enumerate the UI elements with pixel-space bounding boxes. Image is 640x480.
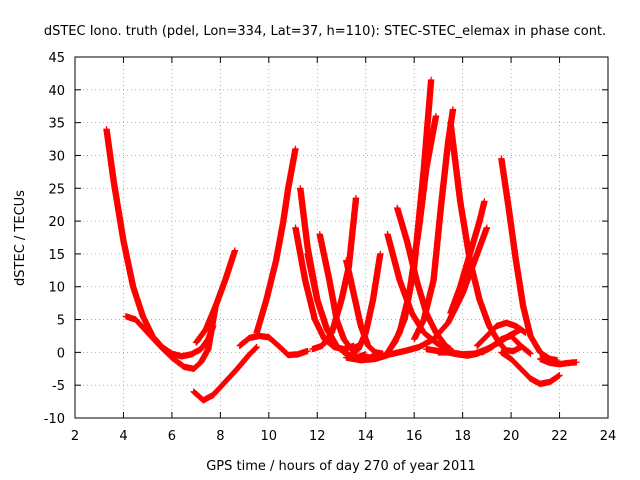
x-tick-label: 8 (216, 429, 224, 444)
y-tick-label: 25 (48, 182, 65, 197)
x-tick-label: 22 (551, 429, 568, 444)
x-tick-labels: 2 4 6 8 10 12 14 16 18 20 22 24 (71, 429, 616, 444)
y-tick-label: 20 (48, 215, 65, 230)
series-2-points (122, 303, 219, 372)
series-3-points (192, 247, 239, 346)
y-tick-label: -10 (44, 412, 65, 427)
x-tick-label: 2 (71, 429, 79, 444)
series-27 (498, 349, 563, 388)
grid (75, 57, 608, 418)
x-tick-label: 12 (309, 429, 326, 444)
series-27-points (498, 349, 563, 388)
series-4-points (190, 343, 260, 404)
series-6 (253, 145, 299, 336)
y-axis-label: dSTEC / TECUs (13, 190, 28, 286)
y-tick-label: -5 (52, 379, 65, 394)
x-tick-label: 6 (168, 429, 176, 444)
x-tick-label: 4 (119, 429, 127, 444)
x-tick-label: 10 (261, 429, 278, 444)
x-tick-label: 14 (357, 429, 374, 444)
y-tick-label: 40 (48, 84, 65, 99)
y-tick-label: 0 (57, 346, 65, 361)
series-24 (474, 319, 529, 349)
x-axis-label: GPS time / hours of day 270 of year 2011 (206, 459, 476, 474)
y-tick-labels: -10 -5 0 5 10 15 20 25 30 35 40 45 (44, 51, 65, 427)
series-3 (192, 247, 239, 346)
series-12 (343, 257, 386, 357)
series-24-points (474, 319, 529, 349)
y-tick-label: 15 (48, 248, 65, 263)
series-2 (122, 303, 219, 372)
plot-frame (74, 56, 609, 419)
series-6-points (253, 145, 299, 336)
chart-title: dSTEC Iono. truth (pdel, Lon=334, Lat=37… (44, 24, 606, 39)
series-26 (498, 155, 561, 364)
x-tick-label: 20 (503, 429, 520, 444)
series-1 (103, 126, 217, 360)
y-tick-label: 30 (48, 149, 65, 164)
series-25 (478, 332, 534, 357)
series-5 (236, 332, 311, 359)
y-tick-label: 10 (48, 281, 65, 296)
data-marks (103, 76, 580, 404)
series-5-points (236, 332, 311, 359)
series-4 (190, 343, 260, 404)
axis-ticks (74, 56, 609, 419)
series-28 (537, 355, 580, 368)
series-18 (384, 231, 454, 353)
series-1-points (103, 126, 217, 360)
x-tick-label: 16 (406, 429, 423, 444)
y-tick-label: 5 (57, 314, 65, 329)
y-tick-label: 45 (48, 51, 65, 66)
series-26-points (498, 155, 561, 364)
series-28-points (537, 355, 580, 368)
x-tick-label: 18 (454, 429, 471, 444)
x-tick-label: 24 (600, 429, 617, 444)
y-tick-label: 35 (48, 117, 65, 132)
series-25-points (478, 332, 534, 357)
series-18-points (384, 231, 454, 353)
series-12-points (343, 257, 386, 357)
series-22-points (447, 198, 488, 317)
series-22 (447, 198, 488, 317)
